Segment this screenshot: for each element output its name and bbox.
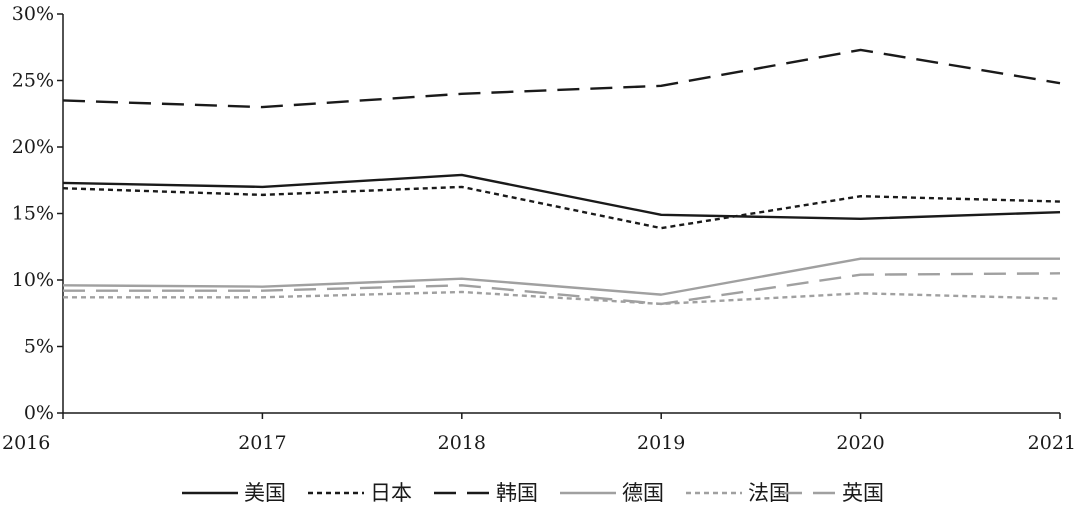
x-tick-label: 2016 <box>2 432 50 454</box>
y-tick-label: 0% <box>24 402 54 424</box>
series-layer <box>62 48 1061 306</box>
series-line-6 <box>63 272 1061 306</box>
y-tick-label: 30% <box>12 3 54 25</box>
y-tick-label: 25% <box>12 70 54 92</box>
series-line-3 <box>62 48 1061 109</box>
y-tick-label: 20% <box>12 136 54 158</box>
x-tick-label: 2018 <box>438 432 486 454</box>
y-tick-label: 5% <box>24 336 54 358</box>
series-line-2 <box>62 185 1061 230</box>
x-tick-label: 2017 <box>238 432 286 454</box>
x-tick-label: 2020 <box>836 432 884 454</box>
legend-label-1: 美国 <box>244 481 286 505</box>
y-axis: 0% 5% 10% 15% 20% 25% 30% <box>12 3 64 424</box>
series-line-5 <box>63 290 1061 306</box>
legend-label-4: 德国 <box>622 481 664 505</box>
legend-label-6: 英国 <box>842 481 884 505</box>
legend: 美国 日本 韩国 德国 法国 英国 <box>182 481 884 505</box>
x-axis: 2016 2017 2018 2019 2020 2021 <box>2 412 1076 454</box>
series-line-1 <box>62 173 1061 221</box>
y-tick-label: 15% <box>12 203 54 225</box>
legend-label-3: 韩国 <box>496 481 538 505</box>
legend-label-2: 日本 <box>370 481 412 505</box>
series-line-4 <box>62 257 1060 296</box>
x-tick-label: 2021 <box>1028 432 1076 454</box>
y-tick-label: 10% <box>12 269 54 291</box>
x-tick-label: 2019 <box>637 432 685 454</box>
